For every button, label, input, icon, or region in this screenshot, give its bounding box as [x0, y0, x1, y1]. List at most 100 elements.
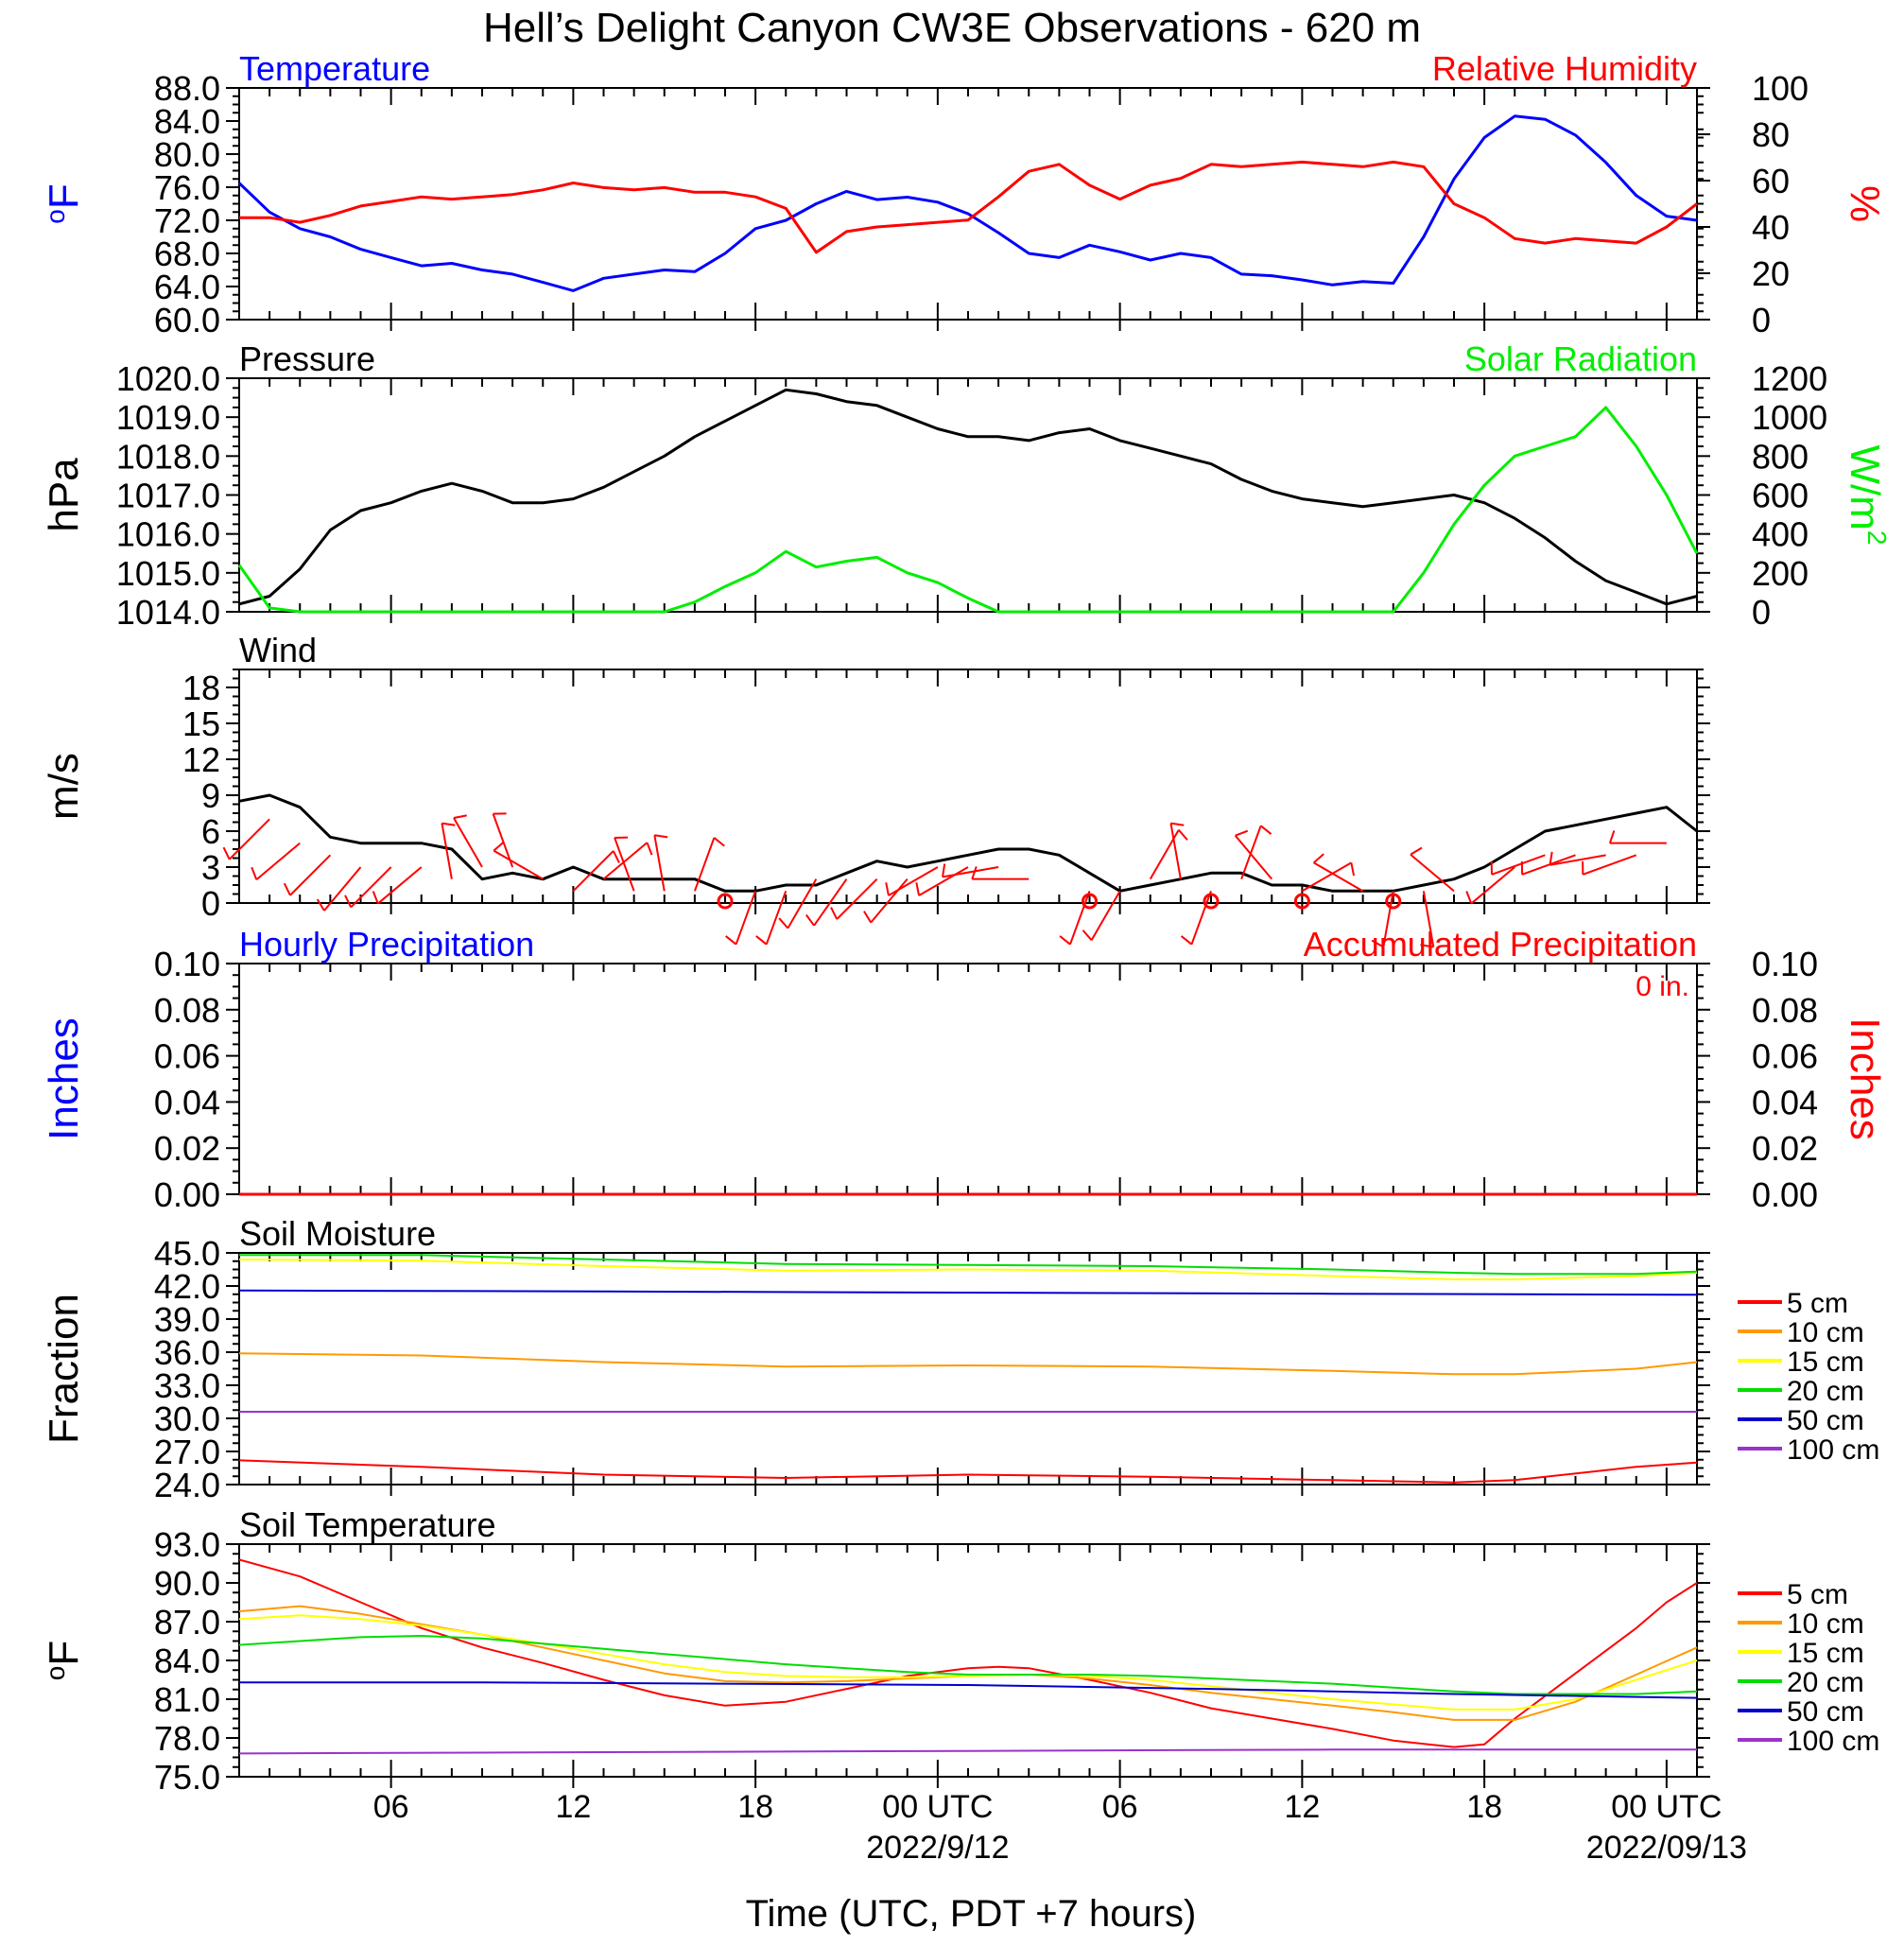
y-tick-label-left: 1016.0	[116, 515, 220, 554]
y-tick-label-left: 30.0	[154, 1399, 220, 1438]
wind-barb-flag	[283, 882, 291, 896]
y-tick-label-left: 78.0	[154, 1719, 220, 1758]
x-tick-label: 00 UTC	[882, 1789, 993, 1825]
wind-barb	[1301, 861, 1352, 893]
y-tick-label-left: 1015.0	[116, 554, 220, 593]
y-tick-label-right: 0	[1752, 593, 1771, 632]
y-tick-label-right: 400	[1752, 515, 1809, 554]
calm-wind-marker	[1082, 893, 1098, 910]
wind-barb-flag	[1235, 829, 1249, 837]
x-axis: 06 12 18 00 UTC 2022/9/12 06 12 18 00 UTC 2022/09…	[373, 1789, 1747, 1866]
y-tick-label-left: 1014.0	[116, 593, 220, 632]
wind-barb-flag	[1350, 862, 1356, 877]
y-tick-label-right: 40	[1752, 208, 1790, 247]
wind-barb	[1069, 890, 1091, 946]
wind-barb	[1190, 890, 1212, 946]
legend-label: 5 cm	[1787, 1288, 1848, 1319]
wind-barb	[1583, 854, 1637, 876]
legend-label: 20 cm	[1787, 1376, 1864, 1407]
y-tick-label-left: 1020.0	[116, 359, 220, 398]
legend-label: 15 cm	[1787, 1638, 1864, 1669]
wind-barb-flag	[316, 898, 325, 912]
wind-barb-flag	[1549, 851, 1553, 865]
series-line-pressure	[238, 388, 1698, 606]
x-tick-label: 12	[555, 1789, 591, 1825]
calm-wind-marker	[1293, 893, 1310, 910]
wind-barb	[813, 878, 848, 927]
y-tick-label-left: 87.0	[154, 1603, 220, 1642]
series-line-solar-radiation	[237, 406, 1699, 614]
y-tick-label-left: 80.0	[154, 135, 220, 174]
panel-frame	[238, 963, 1698, 1195]
y-tick-label-left: 60.0	[154, 301, 220, 339]
calm-wind-marker	[717, 893, 734, 910]
y-axis-label-right: %	[1842, 185, 1888, 222]
y-tick-label-right: 0.00	[1752, 1175, 1818, 1214]
wind-barb-flag	[863, 911, 873, 924]
wind-barb	[1149, 829, 1180, 880]
panel-title-right: Solar Radiation	[1464, 339, 1697, 378]
wind-barb-flag	[942, 863, 946, 877]
accumulated-total: 0 in.	[1636, 971, 1689, 1002]
y-tick-label-left: 68.0	[154, 235, 220, 273]
panel-1: 1014.01015.01016.01017.01018.01019.01020…	[41, 339, 1892, 632]
y-tick-label-right: 0.02	[1752, 1129, 1818, 1168]
panel-4: 24.027.030.033.036.039.042.045.0 Soil Moi…	[41, 1214, 1879, 1504]
y-axis-label-left: oF	[41, 1641, 87, 1680]
wind-barb-flag	[453, 814, 467, 820]
wind-barb-flag	[1082, 930, 1093, 941]
y-tick-label-right: 0.10	[1752, 945, 1818, 983]
wind-barb-flag	[725, 935, 737, 946]
wind-barb	[787, 878, 818, 930]
series-line-15-cm	[238, 1614, 1698, 1711]
y-tick-label-left: 15	[182, 704, 220, 743]
degree-symbol: o	[41, 209, 70, 224]
y-tick-label-right: 1000	[1752, 398, 1827, 437]
y-tick-label-left: 0	[201, 884, 220, 923]
legend-label: 15 cm	[1787, 1347, 1864, 1378]
panel-5: 75.078.081.084.087.090.093.0 Soil Tempera…	[41, 1505, 1879, 1797]
series-line-wind	[238, 793, 1698, 893]
wind-barb-flag	[654, 834, 668, 839]
unit-f: F	[41, 1641, 87, 1666]
y-tick-label-right: 0.08	[1752, 991, 1818, 1030]
unit-f: F	[41, 183, 87, 209]
x-date-label: 2022/09/13	[1586, 1830, 1747, 1866]
series-line-10-cm	[238, 1352, 1698, 1376]
wind-barb	[870, 878, 909, 924]
y-tick-label-left: 81.0	[154, 1680, 220, 1719]
x-date-label: 2022/9/12	[866, 1830, 1009, 1866]
y-tick-label-left: 18	[182, 669, 220, 707]
wind-barb-flag	[755, 935, 768, 946]
panel-3: 0.00 0.02 0.04 0.06 0.08 0.10 0.00 0.02 0.04 0.06…	[41, 925, 1888, 1214]
y-tick-label-left: 64.0	[154, 268, 220, 306]
wind-barb	[323, 866, 362, 912]
panel-title-left: Soil Temperature	[239, 1505, 495, 1544]
degree-symbol: o	[41, 1666, 70, 1681]
unit-sup: 2	[1862, 530, 1892, 546]
wind-barb	[493, 849, 544, 880]
wind-barb-flag	[1420, 944, 1434, 948]
wind-barb	[441, 823, 453, 879]
wind-barb-flag	[646, 842, 653, 856]
y-tick-label-left: 24.0	[154, 1466, 220, 1504]
wind-barb	[836, 877, 878, 920]
wind-barb-flag	[830, 907, 839, 920]
wind-barb	[350, 866, 392, 909]
y-tick-label-left: 12	[182, 740, 220, 779]
wind-barb	[693, 837, 716, 892]
y-tick-label-left: 36.0	[154, 1333, 220, 1372]
y-tick-label-right: 100	[1752, 69, 1809, 108]
y-tick-label-left: 84.0	[154, 1642, 220, 1680]
wind-barb-flag	[344, 895, 353, 908]
y-tick-label-left: 6	[201, 812, 220, 851]
wind-barb	[377, 866, 423, 905]
legend-label: 100 cm	[1787, 1726, 1879, 1757]
y-tick-label-right: 200	[1752, 554, 1809, 593]
wind-barb-flag	[1059, 935, 1071, 946]
y-tick-label-left: 88.0	[154, 69, 220, 108]
wind-barb	[653, 835, 666, 892]
series-line-15-cm	[238, 1259, 1698, 1280]
y-tick-label-right: 80	[1752, 115, 1790, 154]
